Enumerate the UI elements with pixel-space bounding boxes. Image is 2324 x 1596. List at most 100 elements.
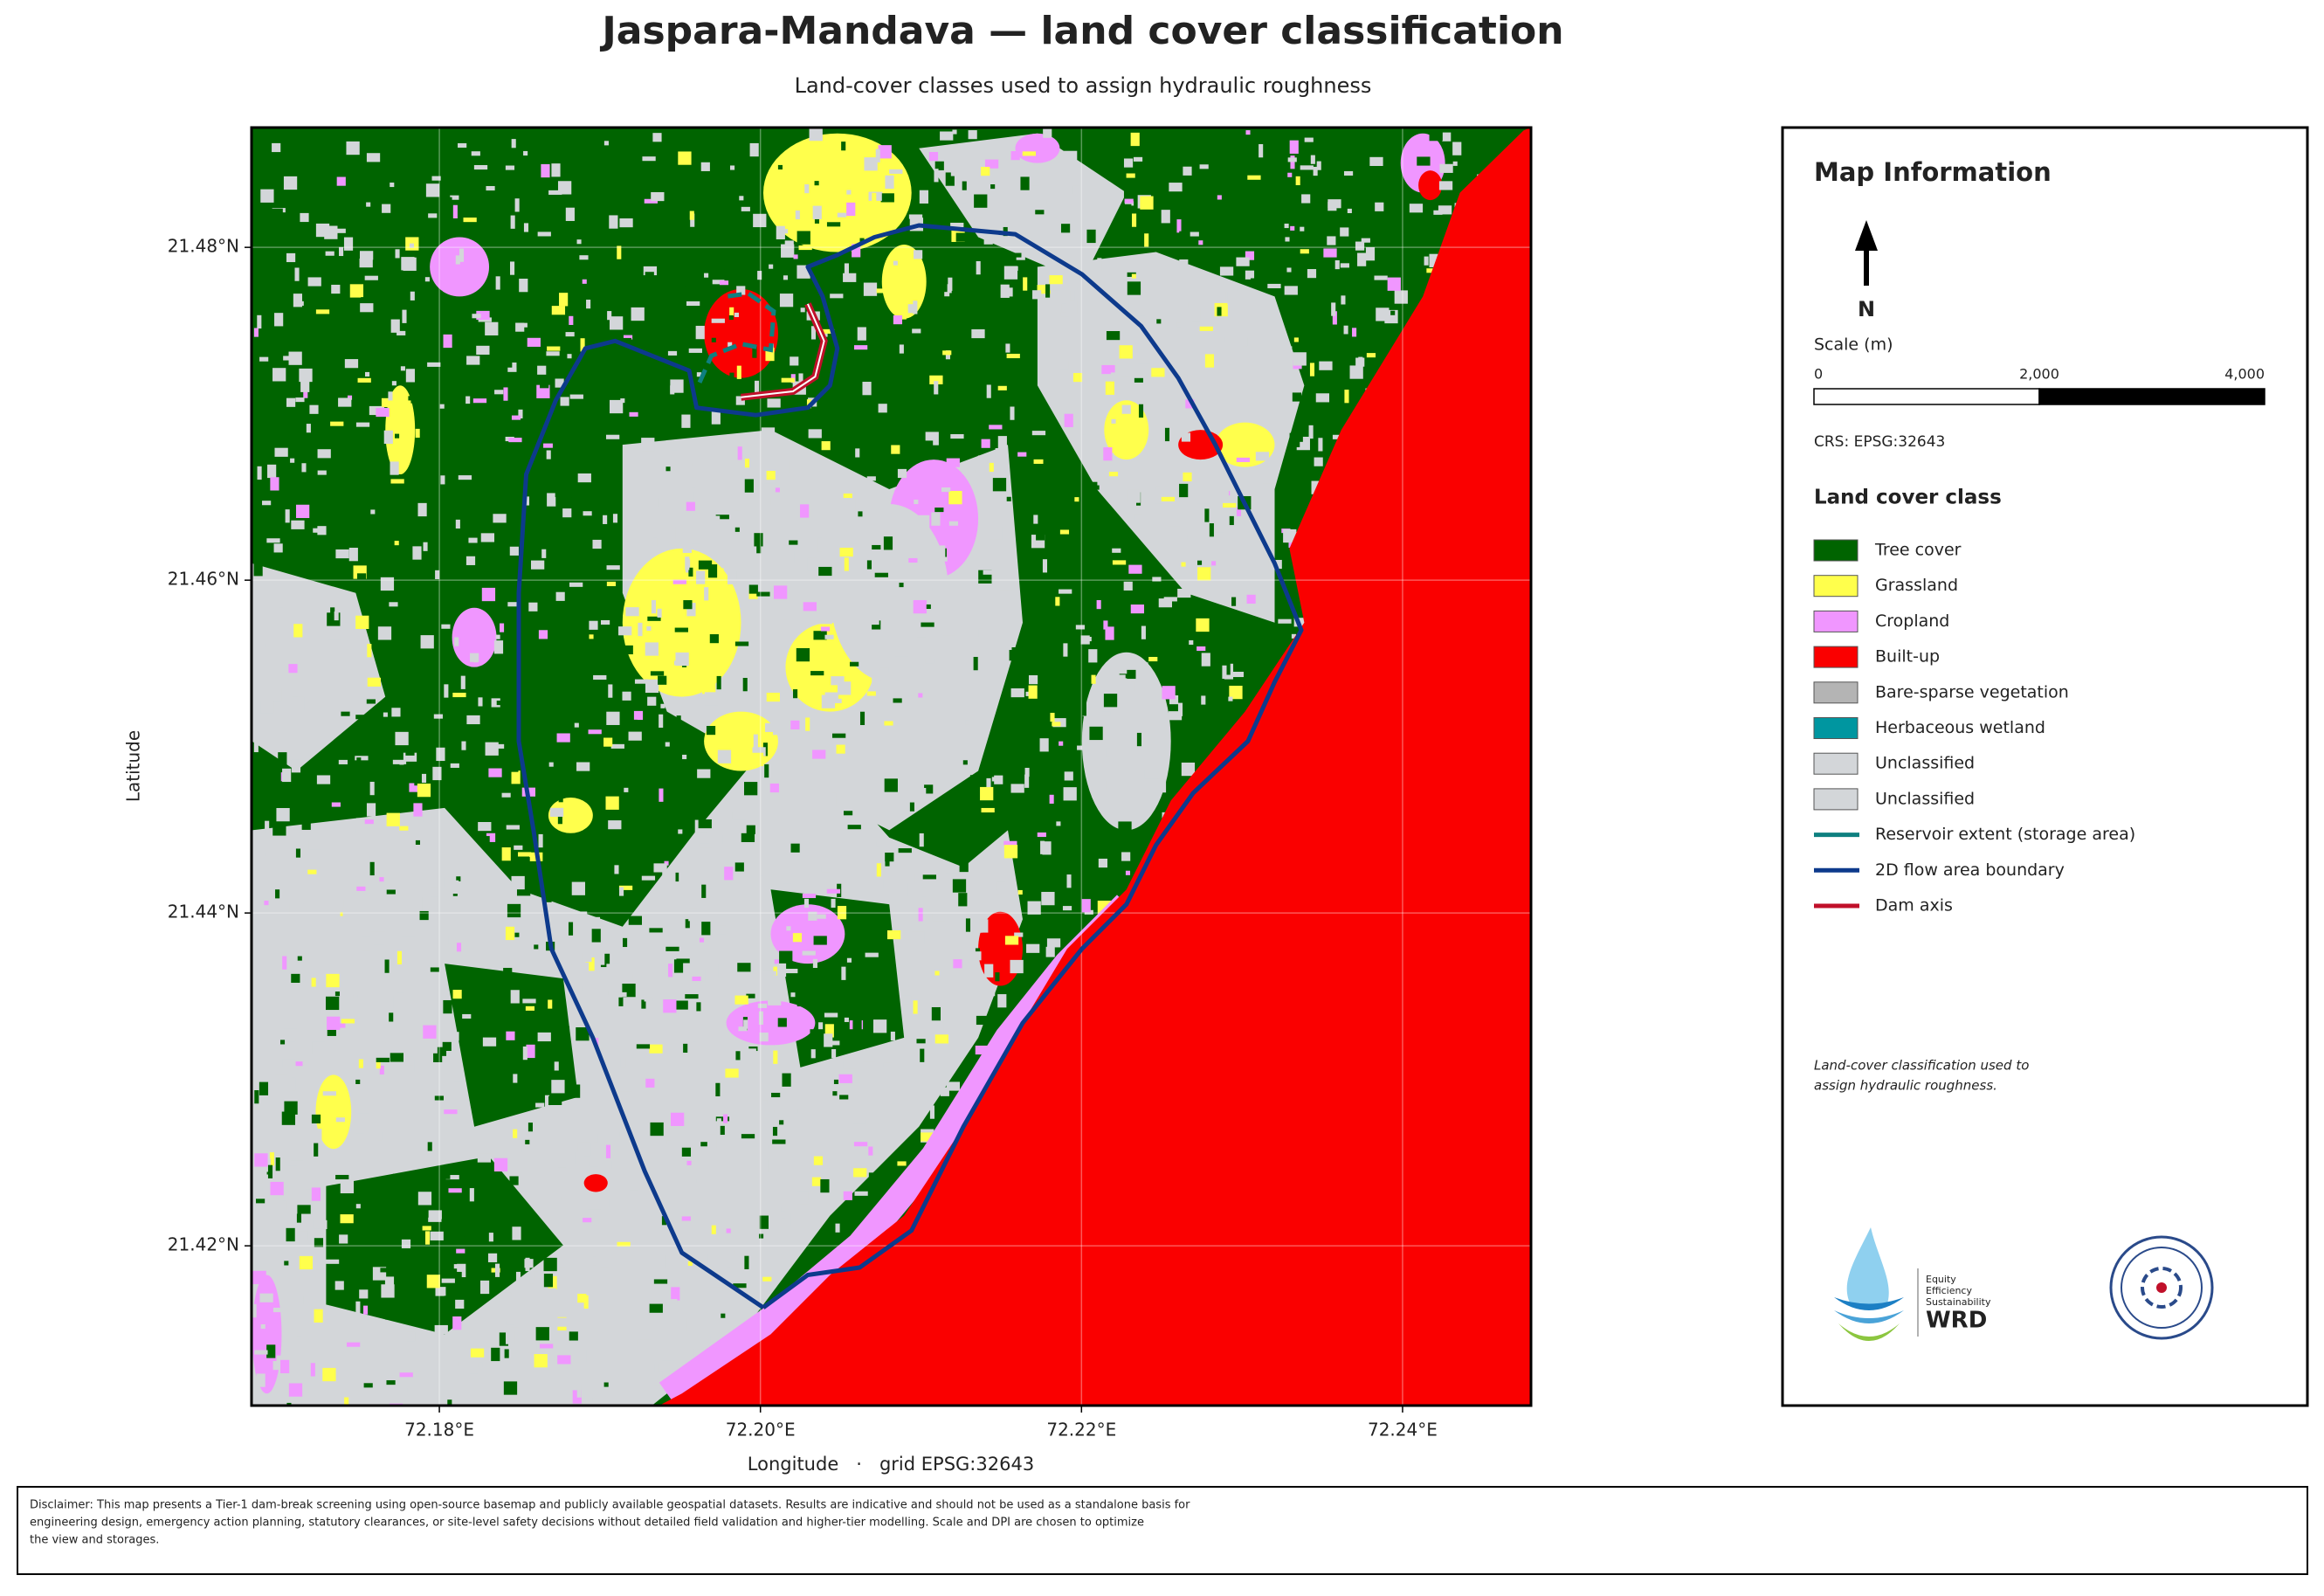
land-cover-pixel (672, 450, 677, 455)
land-cover-pixel (481, 587, 496, 602)
land-cover-pixel (592, 1256, 597, 1266)
land-cover-pixel (443, 197, 452, 202)
land-cover-pixel (1045, 943, 1055, 957)
land-cover-pixel (688, 348, 702, 353)
land-cover-pixel (259, 1293, 273, 1302)
land-cover-pixel (755, 1266, 761, 1275)
land-cover-pixel (609, 316, 624, 330)
land-cover-pixel (1163, 597, 1177, 602)
disclaimer-box (17, 1486, 2308, 1575)
land-cover-pixel (742, 498, 756, 512)
land-cover-pixel (343, 237, 354, 251)
land-cover-pixel (453, 381, 463, 395)
land-cover-pixel (385, 1315, 399, 1320)
land-cover-pixel (989, 526, 1003, 540)
land-cover-pixel (831, 792, 837, 807)
land-cover-pixel (1112, 560, 1127, 565)
land-cover-pixel (447, 153, 457, 158)
land-cover-pixel (1156, 319, 1162, 324)
land-cover-pixel (426, 1275, 441, 1289)
land-cover-pixel (311, 978, 316, 987)
land-cover-pixel (376, 1057, 390, 1062)
land-cover-pixel (331, 802, 341, 807)
land-cover-pixel (422, 1226, 431, 1231)
land-cover-pixel (674, 627, 688, 632)
land-cover-pixel (757, 271, 762, 280)
land-cover-pixel (301, 816, 311, 830)
land-cover-pixel (355, 615, 369, 630)
land-cover-pixel (325, 251, 334, 256)
north-label: N (1858, 297, 1875, 321)
logo-name: WRD (1926, 1308, 1987, 1334)
land-cover-pixel (266, 1397, 276, 1406)
land-cover-pixel (685, 919, 690, 929)
land-cover-pixel (336, 228, 346, 233)
land-cover-pixel (629, 1181, 639, 1191)
land-cover-pixel (721, 1313, 726, 1318)
land-cover-pixel (519, 279, 528, 293)
land-cover-pixel (490, 743, 505, 749)
land-cover-pixel (662, 359, 672, 370)
legend-label: Reservoir extent (storage area) (1875, 825, 2135, 844)
land-cover-pixel (934, 508, 944, 513)
land-cover-pixel (1064, 701, 1069, 715)
land-cover-pixel (1366, 353, 1376, 358)
land-cover-pixel (623, 335, 633, 340)
land-cover-pixel (395, 731, 409, 746)
land-cover-pixel (959, 858, 969, 873)
land-cover-pixel (997, 436, 1007, 450)
land-cover-pixel (465, 396, 471, 405)
land-cover-pixel (990, 184, 996, 190)
land-cover-pixel (557, 1396, 562, 1401)
land-cover-pixel (844, 557, 849, 571)
land-cover-pixel (308, 840, 322, 850)
land-cover-pixel (1301, 194, 1311, 204)
land-cover-pixel (878, 145, 892, 159)
land-cover-pixel (390, 319, 400, 333)
land-cover-pixel (928, 151, 939, 162)
land-cover-pixel (286, 1402, 292, 1406)
land-cover-pixel (352, 204, 366, 213)
land-cover-pixel (1270, 196, 1285, 205)
land-cover-pixel (855, 448, 860, 458)
land-cover-pixel (1086, 229, 1096, 244)
land-cover-pixel (1031, 172, 1040, 186)
land-cover-pixel (1072, 702, 1086, 716)
land-cover-pixel (390, 461, 399, 475)
legend-swatch (1813, 717, 1859, 739)
land-cover-pixel (1307, 269, 1317, 279)
land-cover-pixel (926, 770, 941, 775)
land-cover-pixel (700, 968, 706, 982)
land-cover-pixel (624, 787, 629, 792)
land-cover-pixel (872, 1201, 877, 1211)
land-cover-pixel (285, 509, 290, 523)
land-cover-pixel (675, 652, 689, 667)
land-cover-patch (770, 904, 845, 964)
land-cover-pixel (981, 807, 995, 813)
land-cover-pixel (978, 628, 983, 638)
land-cover-pixel (628, 915, 642, 925)
land-cover-pixel (609, 1311, 618, 1316)
land-cover-pixel (539, 443, 553, 448)
land-cover-pixel (645, 679, 659, 694)
land-cover-pixel (369, 781, 375, 796)
land-cover-pixel (692, 1041, 697, 1056)
land-cover-pixel (305, 1175, 314, 1190)
land-cover-pixel (779, 294, 794, 307)
land-cover-pixel (773, 585, 788, 599)
land-cover-pixel (433, 1053, 443, 1062)
land-cover-pixel (1355, 241, 1365, 251)
land-cover-pixel (1374, 275, 1388, 280)
land-cover-pixel (1003, 845, 1018, 859)
land-cover-pixel (459, 248, 465, 262)
land-cover-pixel (574, 722, 579, 728)
land-cover-pixel (744, 479, 754, 493)
land-cover-pixel (756, 544, 762, 554)
land-cover-pixel (620, 398, 625, 404)
land-cover-pixel (526, 1044, 535, 1059)
legend-swatch (1813, 610, 1859, 632)
land-cover-pixel (1134, 515, 1143, 521)
land-cover-pixel (749, 752, 764, 767)
land-cover-pixel (353, 994, 358, 999)
land-cover-pixel (1111, 418, 1116, 424)
